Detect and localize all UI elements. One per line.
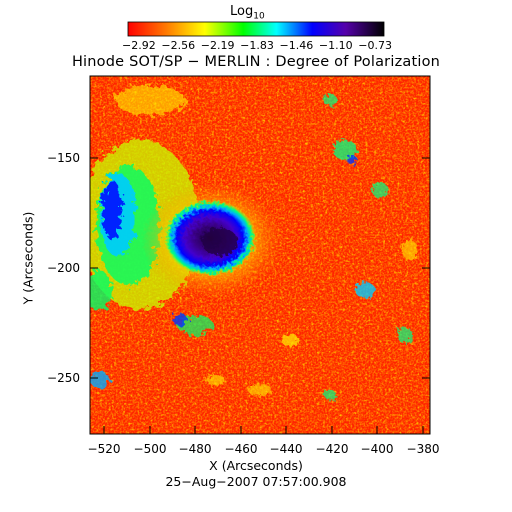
x-axis-ticks (103, 426, 424, 434)
x-tick-label: −440 (269, 442, 303, 456)
colorbar (127, 21, 385, 37)
colorbar-tick: −1.46 (279, 39, 314, 52)
x-tick-label: −500 (133, 442, 167, 456)
colorbar-tick: −1.10 (318, 39, 353, 52)
y-axis-ticks (90, 157, 430, 379)
network-patches (205, 94, 418, 400)
x-tick-label: −460 (224, 442, 258, 456)
x-tick-label: −480 (178, 442, 212, 456)
colorbar-tick: −2.92 (122, 39, 156, 52)
x-tick-label: −420 (315, 442, 349, 456)
colorbar-tick: −2.56 (161, 39, 196, 52)
plot-frame (89, 75, 431, 435)
colorbar-tick: −2.19 (200, 39, 235, 52)
colorbar-tick: −1.83 (240, 39, 274, 52)
x-axis-label: X (Arcseconds) (209, 458, 303, 473)
colorbar-gradient (127, 21, 385, 37)
x-tick-label: −400 (360, 442, 394, 456)
colorbar-label: Log10 (230, 4, 265, 22)
x-tick-label: −520 (87, 442, 121, 456)
sunspot (142, 182, 282, 298)
y-axis-label: Y (Arcseconds) (20, 211, 36, 305)
plot-title: Hinode SOT/SP − MERLIN : Degree of Polar… (71, 54, 441, 70)
x-tick-label: −380 (406, 442, 440, 456)
timestamp: 25−Aug−2007 07:57:00.908 (165, 474, 347, 489)
y-tick-label: −200 (47, 261, 80, 275)
colorbar-tick: −0.73 (358, 39, 392, 52)
colorbar-ticks: −2.92 −2.56 −2.19 −1.83 −1.46 −1.10 −0.7… (122, 39, 392, 52)
y-tick-label: −150 (47, 151, 80, 165)
y-tick-label: −250 (47, 371, 80, 385)
